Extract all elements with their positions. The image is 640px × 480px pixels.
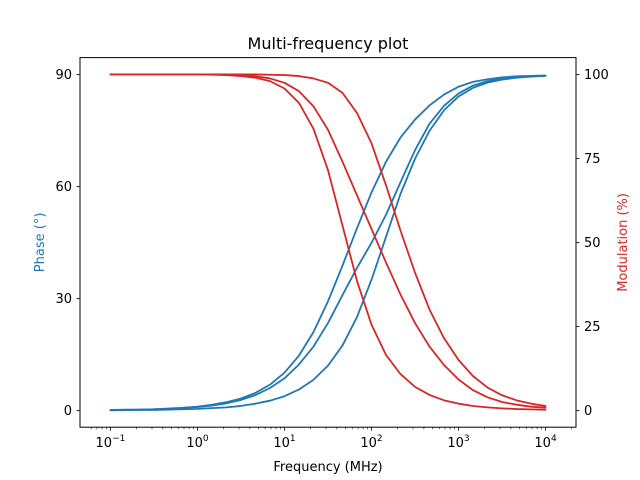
left-tick-label: 60 [55, 180, 72, 195]
x-axis-label: Frequency (MHz) [273, 460, 382, 475]
plot-frame [79, 57, 577, 428]
x-tick-label: 102 [360, 434, 382, 451]
phase-curve-3 [109, 74, 547, 412]
right-tick-label: 25 [584, 320, 601, 335]
left-tick-label: 90 [55, 68, 72, 83]
modulation-curve-4 [109, 73, 547, 411]
right-tick-label: 50 [584, 236, 601, 251]
chart-title: Multi-frequency plot [248, 34, 409, 53]
x-tick-label: 100 [186, 434, 209, 451]
right-tick-label: 100 [584, 68, 609, 83]
plot-curves [109, 73, 547, 412]
left-tick-label: 30 [55, 292, 72, 307]
x-tick-label: 10−1 [96, 434, 126, 451]
phase-curve-2 [109, 74, 547, 411]
left-axis-ticks: 0 30 60 90 [55, 68, 80, 419]
modulation-curve-5 [109, 73, 547, 409]
x-tick-label: 104 [534, 434, 557, 451]
phase-curve-1 [109, 74, 547, 411]
x-axis-ticks: 10−1 100 101 102 103 104 [90, 427, 573, 451]
modulation-curve-6 [109, 73, 547, 407]
x-tick-label: 101 [273, 434, 295, 451]
x-tick-label: 103 [447, 434, 469, 451]
left-tick-label: 0 [64, 404, 72, 419]
right-tick-label: 0 [584, 404, 592, 419]
right-axis-ticks: 0 25 50 75 100 [576, 68, 609, 419]
right-axis-label: Modulation (%) [616, 193, 631, 292]
left-axis-label: Phase (°) [33, 213, 48, 273]
right-tick-label: 75 [584, 152, 601, 167]
